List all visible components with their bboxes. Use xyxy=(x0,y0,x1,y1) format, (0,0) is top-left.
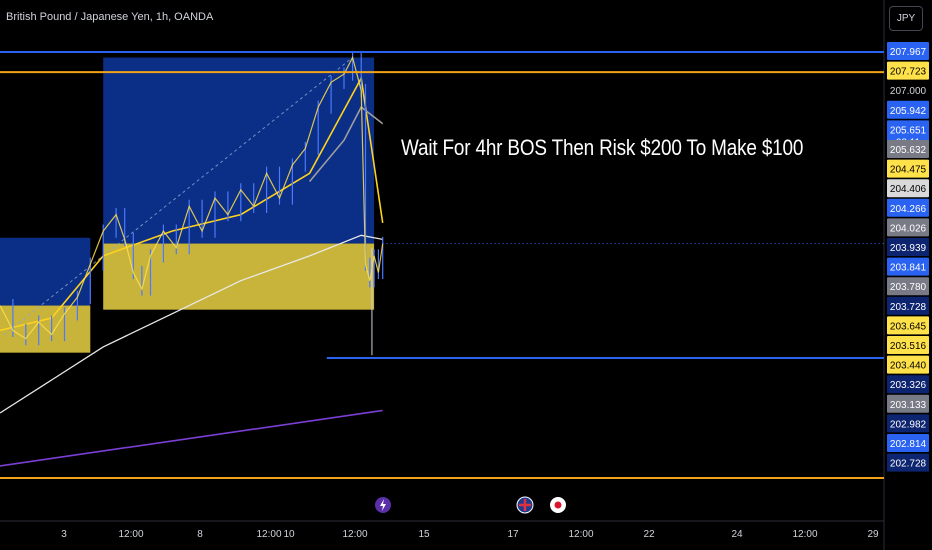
time-tick-label: 3 xyxy=(61,529,67,540)
price-label: 204.266 xyxy=(890,204,927,215)
price-label: 204.475 xyxy=(890,165,927,176)
left-demand-zone-upper xyxy=(0,237,91,306)
price-label-badge xyxy=(887,198,929,217)
lightning-glyph xyxy=(380,499,386,511)
time-tick-label: 12:00 xyxy=(568,529,593,540)
time-tick-label: 12:00 xyxy=(342,529,367,540)
japan-flag-dot xyxy=(554,501,562,509)
time-tick-label: 12:00 xyxy=(792,529,817,540)
middle-demand-zone-lower xyxy=(103,243,375,310)
middle-demand-zone-upper xyxy=(103,57,375,244)
price-label: 203.645 xyxy=(890,321,927,332)
price-label: 203.780 xyxy=(890,282,927,293)
time-tick-label: 17 xyxy=(507,529,519,540)
price-label: 207.967 xyxy=(890,47,927,58)
price-label: 203.516 xyxy=(890,341,927,352)
price-label-badge xyxy=(887,316,929,335)
price-label-badge xyxy=(887,61,929,80)
time-tick-label: 12:00 xyxy=(118,529,143,540)
price-label: 205.632 xyxy=(890,145,927,156)
price-label-badge xyxy=(887,453,929,472)
price-label-badge xyxy=(887,179,929,198)
slow-ma-line xyxy=(0,234,383,414)
time-tick-label: 24 xyxy=(731,529,743,540)
price-label: 202.728 xyxy=(890,459,927,470)
price-label-badge xyxy=(887,238,929,256)
price-label: 205.942 xyxy=(890,106,927,117)
price-label: 204.026 xyxy=(890,223,927,234)
trend-dashed-line xyxy=(3,57,353,335)
time-tick-label: 22 xyxy=(643,529,655,540)
price-label-badge xyxy=(887,100,929,119)
time-tick-label: 15 xyxy=(418,529,430,540)
price-label: 204.406 xyxy=(890,184,927,195)
price-label: 203.841 xyxy=(890,263,927,274)
price-line xyxy=(0,55,384,340)
annotation-note: Wait For 4hr BOS Then Risk $200 To Make … xyxy=(401,135,804,160)
price-label: 203.133 xyxy=(890,400,927,411)
price-label-badge xyxy=(887,159,929,178)
price-label-badge xyxy=(887,42,929,60)
price-label-badge xyxy=(887,218,929,237)
price-label: 207.000 xyxy=(890,86,927,97)
currency-button[interactable]: JPY xyxy=(889,6,923,31)
price-label-badge xyxy=(887,257,929,276)
fast-ma-line xyxy=(0,75,384,332)
price-label-badge xyxy=(887,336,929,354)
price-label-badge xyxy=(887,434,929,452)
price-label-badge xyxy=(887,277,929,296)
uk-flag-cross xyxy=(519,499,531,511)
price-label: 202.982 xyxy=(890,419,927,430)
price-label: 207.723 xyxy=(890,67,927,78)
time-tick-label: 12:00 xyxy=(256,529,281,540)
price-label-badge xyxy=(887,355,929,374)
mid-ma-line xyxy=(308,105,384,183)
long-ma-line xyxy=(0,409,383,467)
price-label: 205.651 xyxy=(890,125,927,136)
symbol-title: British Pound / Japanese Yen, 1h, OANDA xyxy=(6,11,214,23)
price-label-badge xyxy=(887,414,929,433)
time-tick-label: 10 xyxy=(283,529,295,540)
price-label-badge xyxy=(887,140,929,158)
price-label-badge xyxy=(887,296,929,315)
price-label-badge xyxy=(887,394,929,413)
price-label: 202.814 xyxy=(890,439,927,450)
price-label: 203.728 xyxy=(890,302,927,313)
price-label: 203.326 xyxy=(890,380,927,391)
price-label-badge xyxy=(887,375,929,394)
time-tick-label: 8 xyxy=(197,529,203,540)
price-label: 203.939 xyxy=(890,243,927,254)
price-label: 203.440 xyxy=(890,361,927,372)
time-tick-label: 29 xyxy=(867,529,879,540)
